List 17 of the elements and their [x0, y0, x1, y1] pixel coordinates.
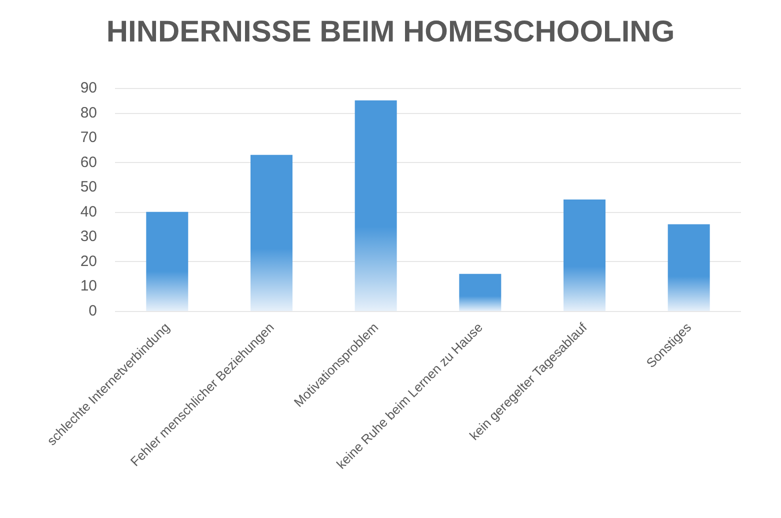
bar	[250, 154, 292, 311]
y-tick-label: 70	[80, 129, 97, 146]
y-tick-label: 90	[80, 80, 97, 96]
y-tick-label: 60	[80, 154, 97, 171]
y-tick-label: 10	[80, 278, 97, 295]
y-tick-label: 50	[80, 178, 97, 196]
y-tick-label: 0	[88, 302, 97, 320]
y-tick-label: 20	[80, 252, 97, 270]
bar	[354, 100, 397, 311]
bar	[459, 274, 502, 311]
chart-title: HINDERNISSE BEIM HOMESCHOOLING	[106, 16, 675, 48]
bar	[564, 200, 606, 311]
bar	[146, 212, 188, 311]
y-tick-label: 30	[80, 228, 97, 246]
bar	[668, 224, 710, 311]
y-tick-label: 80	[80, 104, 97, 122]
y-tick-label: 40	[80, 203, 97, 220]
